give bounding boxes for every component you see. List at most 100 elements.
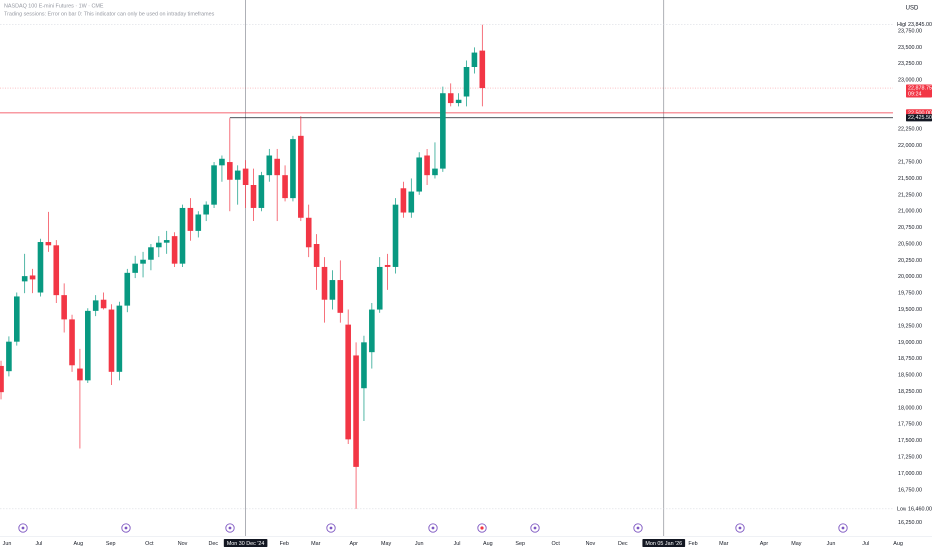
- candle-body: [53, 245, 60, 296]
- time-label-box: [642, 539, 686, 547]
- bar-countdown: 09:24: [908, 91, 922, 97]
- candle-body: [187, 207, 194, 231]
- x-tick-label: Dec: [208, 541, 218, 547]
- candle-body: [203, 204, 209, 215]
- event-icon-dot: [480, 526, 484, 530]
- line-value-label: 22,425.50: [908, 115, 932, 121]
- candle-body: [92, 300, 99, 311]
- x-tick-label: Feb: [688, 541, 697, 547]
- event-icon-dot: [533, 526, 537, 530]
- y-tick-label: 17,750.00: [898, 422, 922, 428]
- x-tick-label: Mar: [311, 541, 320, 547]
- y-tick-label: 18,000.00: [898, 405, 922, 411]
- event-icon-dot: [329, 526, 333, 530]
- candle-body: [274, 158, 280, 176]
- candle-body: [242, 168, 249, 185]
- candle-body: [77, 368, 83, 381]
- candle-body: [69, 319, 75, 366]
- candle-body: [116, 305, 123, 372]
- candle-body: [424, 155, 430, 176]
- candle-body: [321, 266, 328, 300]
- time-label-box: [223, 539, 268, 547]
- chart-title[interactable]: NASDAQ 100 E-mini Futures · 1W · CME: [4, 3, 104, 9]
- candle-body: [156, 242, 162, 248]
- extreme-value-label: 16,460.00: [908, 506, 932, 512]
- x-tick-label: Aug: [893, 541, 903, 547]
- extreme-value-box: [906, 505, 932, 513]
- extreme-name: High: [897, 22, 908, 28]
- candle-body: [432, 168, 438, 176]
- y-tick-label: 20,000.00: [898, 274, 922, 280]
- x-tick-label: Mar: [719, 541, 728, 547]
- y-tick-label: 23,750.00: [898, 28, 922, 34]
- candle-body: [0, 365, 4, 393]
- x-tick-label: Oct: [145, 541, 154, 547]
- x-tick-label: Jun: [3, 541, 12, 547]
- candle-body: [392, 204, 399, 267]
- candle-body: [61, 295, 67, 320]
- x-tick-label: Jun: [415, 541, 424, 547]
- y-tick-label: 19,750.00: [898, 291, 922, 297]
- x-tick-label: Nov: [586, 541, 596, 547]
- candle-body: [290, 139, 296, 199]
- y-tick-label: 21,250.00: [898, 192, 922, 198]
- candle-body: [440, 93, 446, 169]
- candle-body: [6, 341, 12, 372]
- event-icon-dot: [431, 526, 435, 530]
- candle-body: [361, 342, 367, 389]
- candle-body: [447, 93, 454, 104]
- candle-body: [384, 264, 391, 267]
- candle-body: [211, 165, 217, 205]
- candle-body: [124, 272, 131, 306]
- candle-body: [21, 276, 28, 282]
- candle-body: [148, 247, 154, 260]
- y-tick-label: 23,250.00: [898, 61, 922, 67]
- last-price-label: 22,878.75: [908, 85, 932, 91]
- x-tick-label: Dec: [618, 541, 628, 547]
- candle-body: [463, 67, 470, 97]
- x-tick-label: Jul: [862, 541, 869, 547]
- candle-body: [132, 263, 138, 273]
- x-tick-label: May: [381, 541, 391, 547]
- candle-body: [266, 155, 273, 176]
- y-tick-label: 23,000.00: [898, 78, 922, 84]
- y-tick-label: 22,250.00: [898, 127, 922, 133]
- x-tick-label: Jun: [827, 541, 836, 547]
- candle-body: [171, 236, 178, 264]
- candle-body: [85, 310, 91, 381]
- candle-body: [298, 135, 304, 218]
- y-tick-label: 21,000.00: [898, 209, 922, 215]
- candle-body: [369, 309, 375, 353]
- event-icon-dot: [21, 526, 25, 530]
- x-tick-label: Aug: [74, 541, 84, 547]
- candle-body: [37, 242, 44, 293]
- last-price-box: [906, 84, 932, 98]
- y-tick-label: 20,750.00: [898, 225, 922, 231]
- y-tick-label: 21,500.00: [898, 176, 922, 182]
- candle-body: [227, 162, 233, 180]
- candle-body: [258, 175, 265, 208]
- y-tick-label: 17,000.00: [898, 471, 922, 477]
- candle-body: [305, 217, 312, 248]
- x-tick-label: Apr: [760, 541, 769, 547]
- candle-body: [45, 242, 52, 246]
- x-tick-label: Jul: [454, 541, 461, 547]
- event-icon-dot: [228, 526, 232, 530]
- x-tick-label: Mon 30 Dec '24: [227, 541, 265, 547]
- currency-label[interactable]: USD: [906, 6, 919, 12]
- candle-body: [14, 296, 20, 342]
- x-tick-label: Feb: [280, 541, 289, 547]
- event-icon-dot: [636, 526, 640, 530]
- candle-body: [29, 275, 36, 280]
- candle-body: [234, 170, 241, 180]
- candle-body: [195, 214, 202, 231]
- y-tick-label: 22,000.00: [898, 143, 922, 149]
- candle-body: [376, 266, 383, 310]
- y-tick-label: 20,250.00: [898, 258, 922, 264]
- candle-body: [108, 309, 115, 372]
- y-tick-label: 23,500.00: [898, 45, 922, 51]
- candle-body: [455, 99, 462, 104]
- chart-subtitle: Trading sessions: Error on bar 0: This i…: [4, 11, 215, 17]
- candle-body: [400, 188, 407, 213]
